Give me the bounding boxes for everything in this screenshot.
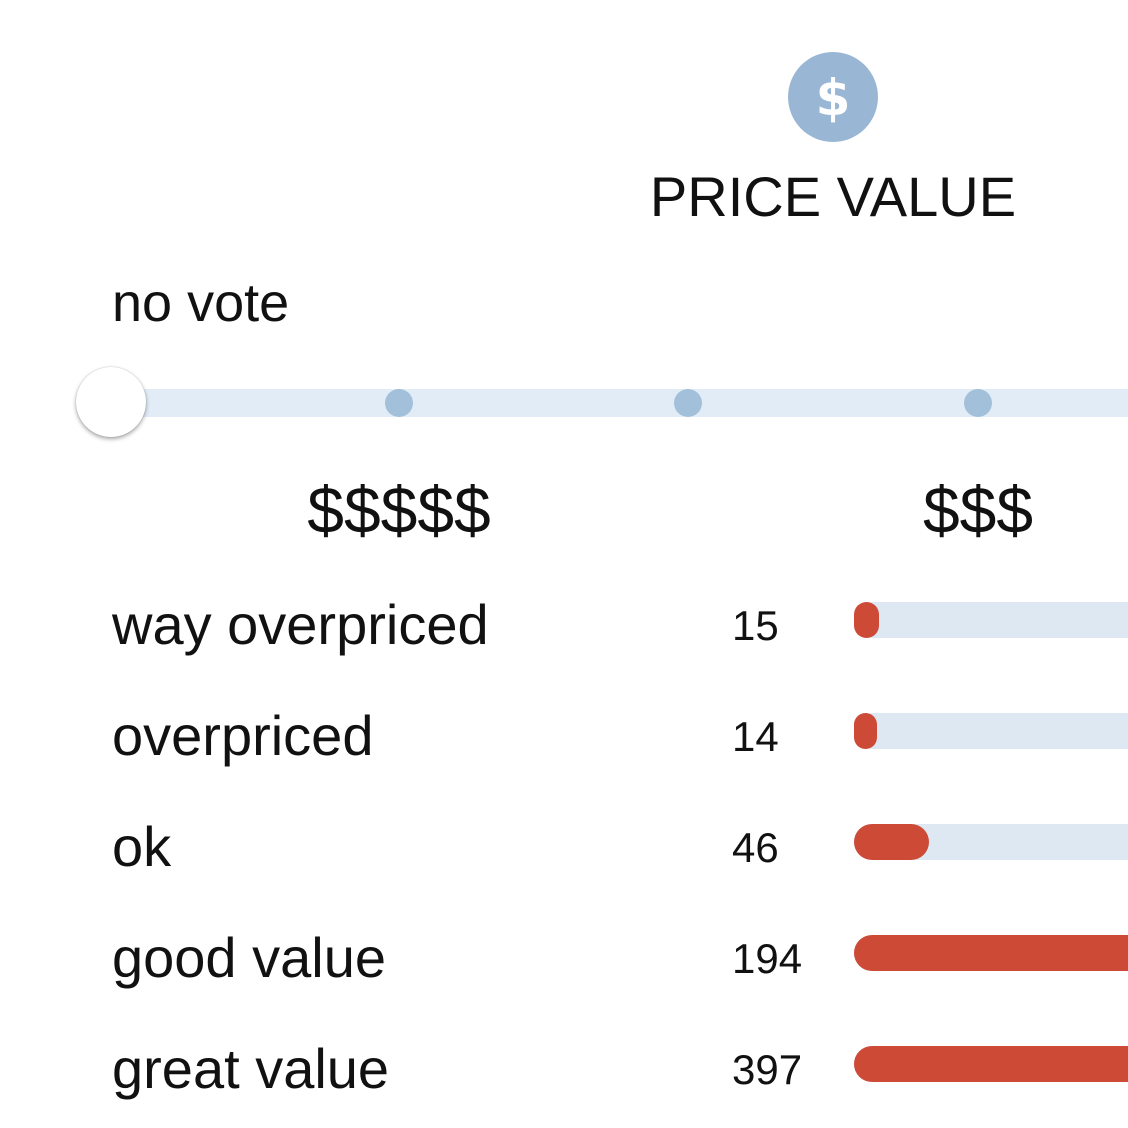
slider-thumb[interactable] bbox=[76, 367, 146, 437]
rating-bar-fill bbox=[854, 935, 1128, 971]
scale-label: $$$$$ bbox=[307, 473, 491, 547]
rating-row: way overpriced 15 bbox=[0, 592, 1128, 672]
slider-step-dot[interactable] bbox=[674, 389, 702, 417]
rating-count: 46 bbox=[732, 824, 779, 871]
rating-row: overpriced 14 bbox=[0, 703, 1128, 783]
svg-text:$: $ bbox=[816, 69, 851, 127]
rating-bar-fill bbox=[854, 1046, 1128, 1082]
rating-bar-fill bbox=[854, 824, 929, 860]
dollar-icon: $ bbox=[788, 52, 878, 142]
slider-step-dot[interactable] bbox=[964, 389, 992, 417]
rating-bar bbox=[854, 935, 1128, 971]
rating-bar-fill bbox=[854, 602, 879, 638]
rating-count: 397 bbox=[732, 1046, 803, 1093]
rating-count: 194 bbox=[732, 935, 803, 982]
rating-row: great value 397 bbox=[0, 1036, 1128, 1116]
rating-count: 14 bbox=[732, 713, 779, 760]
rating-bar bbox=[854, 1046, 1128, 1082]
price-slider-track[interactable] bbox=[112, 389, 1128, 417]
rating-label: good value bbox=[112, 926, 387, 989]
rating-row: good value 194 bbox=[0, 925, 1128, 1005]
rating-label: great value bbox=[112, 1037, 390, 1100]
rating-label: ok bbox=[112, 815, 172, 878]
rating-bar-fill bbox=[854, 713, 877, 749]
scale-label: $$$ bbox=[922, 473, 1034, 547]
rating-count: 15 bbox=[732, 602, 779, 649]
rating-bar bbox=[854, 824, 1128, 860]
vote-status: no vote bbox=[112, 273, 290, 333]
page-title: PRICE VALUE bbox=[649, 165, 1017, 228]
rating-label: overpriced bbox=[112, 704, 374, 767]
rating-row: ok 46 bbox=[0, 814, 1128, 894]
rating-bar bbox=[854, 602, 1128, 638]
rating-label: way overpriced bbox=[112, 593, 489, 656]
rating-bar bbox=[854, 713, 1128, 749]
slider-step-dot[interactable] bbox=[385, 389, 413, 417]
